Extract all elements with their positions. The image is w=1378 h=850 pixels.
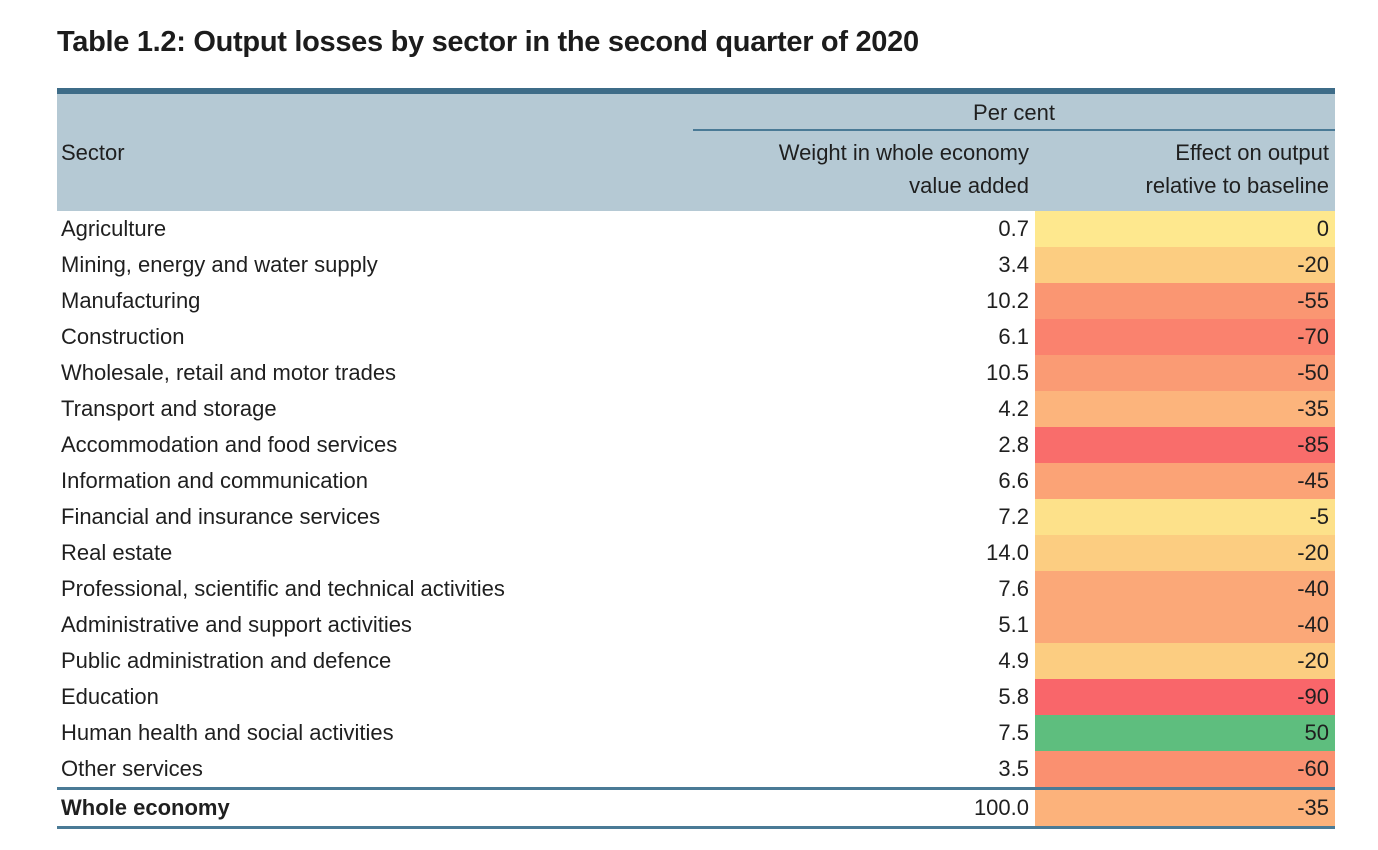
table-row: Public administration and defence 4.9 -20	[57, 643, 1335, 679]
weight-cell: 5.1	[998, 612, 1029, 637]
table-row: Human health and social activities 7.5 50	[57, 715, 1335, 751]
output-losses-table: Per cent Sector Weight in whole economy …	[57, 88, 1335, 829]
effect-cell: 0	[1035, 211, 1335, 247]
table-row: Information and communication 6.6 -45	[57, 463, 1335, 499]
effect-cell: -5	[1035, 499, 1335, 535]
effect-cell: -20	[1035, 643, 1335, 679]
column-header-effect-line2: relative to baseline	[1145, 173, 1329, 198]
effect-cell: -45	[1035, 463, 1335, 499]
sector-cell: Wholesale, retail and motor trades	[61, 360, 397, 385]
weight-cell: 6.1	[998, 324, 1029, 349]
column-header-weight-line2: value added	[909, 173, 1029, 198]
weight-cell: 5.8	[998, 684, 1029, 709]
weight-cell: 3.5	[998, 756, 1029, 781]
table-row: Financial and insurance services 7.2 -5	[57, 499, 1335, 535]
weight-cell: 4.2	[998, 396, 1029, 421]
effect-cell: -90	[1035, 679, 1335, 715]
weight-cell: 4.9	[998, 648, 1029, 673]
sector-cell: Administrative and support activities	[61, 612, 412, 637]
table-body: Agriculture 0.7 0 Mining, energy and water …	[57, 211, 1335, 787]
effect-cell: -40	[1035, 607, 1335, 643]
sector-cell: Accommodation and food services	[61, 432, 398, 457]
sector-cell: Education	[61, 684, 159, 709]
table-row: Manufacturing 10.2 -55	[57, 283, 1335, 319]
table-row: Other services 3.5 -60	[57, 751, 1335, 787]
sector-cell: Human health and social activities	[61, 720, 394, 745]
weight-cell: 6.6	[998, 468, 1029, 493]
effect-cell: -40	[1035, 571, 1335, 607]
column-header-effect: Effect on output relative to baseline	[1035, 136, 1335, 202]
table-row: Mining, energy and water supply 3.4 -20	[57, 247, 1335, 283]
weight-cell: 3.4	[998, 252, 1029, 277]
weight-cell: 10.2	[986, 288, 1029, 313]
table-row: Wholesale, retail and motor trades 10.5 -5…	[57, 355, 1335, 391]
header-columns-row: Sector Weight in whole economy value add…	[57, 131, 1335, 211]
header-group-row: Per cent	[57, 94, 1335, 131]
weight-cell: 2.8	[998, 432, 1029, 457]
column-header-weight: Weight in whole economy value added	[693, 136, 1035, 202]
effect-cell: -70	[1035, 319, 1335, 355]
weight-cell: 14.0	[986, 540, 1029, 565]
sector-cell: Financial and insurance services	[61, 504, 381, 529]
sector-cell: Manufacturing	[61, 288, 201, 313]
table-row: Administrative and support activities 5.1…	[57, 607, 1335, 643]
table-row: Transport and storage 4.2 -35	[57, 391, 1335, 427]
table-header: Per cent Sector Weight in whole economy …	[57, 88, 1335, 211]
sector-cell: Mining, energy and water supply	[61, 252, 378, 277]
weight-cell: 7.2	[998, 504, 1029, 529]
total-effect-cell: -35	[1035, 790, 1335, 826]
table-row: Accommodation and food services 2.8 -85	[57, 427, 1335, 463]
sector-cell: Public administration and defence	[61, 648, 392, 673]
per-cent-group-header: Per cent	[693, 100, 1335, 131]
effect-cell: -35	[1035, 391, 1335, 427]
effect-cell: -20	[1035, 247, 1335, 283]
column-header-effect-line1: Effect on output	[1175, 140, 1329, 165]
sector-cell: Agriculture	[61, 216, 167, 241]
total-sector-cell: Whole economy	[61, 795, 230, 820]
total-row: Whole economy 100.0 -35	[57, 787, 1335, 829]
table-title: Table 1.2: Output losses by sector in th…	[57, 26, 919, 58]
weight-cell: 10.5	[986, 360, 1029, 385]
sector-cell: Construction	[61, 324, 185, 349]
table-row: Real estate 14.0 -20	[57, 535, 1335, 571]
effect-cell: -60	[1035, 751, 1335, 787]
sector-cell: Other services	[61, 756, 203, 781]
sector-cell: Real estate	[61, 540, 173, 565]
effect-cell: -85	[1035, 427, 1335, 463]
table-row: Agriculture 0.7 0	[57, 211, 1335, 247]
sector-cell: Information and communication	[61, 468, 368, 493]
table-row: Education 5.8 -90	[57, 679, 1335, 715]
total-weight-cell: 100.0	[973, 795, 1029, 820]
column-header-sector: Sector	[61, 140, 125, 165]
sector-cell: Professional, scientific and technical a…	[61, 576, 505, 601]
sector-cell: Transport and storage	[61, 396, 277, 421]
table-row: Professional, scientific and technical a…	[57, 571, 1335, 607]
effect-cell: -20	[1035, 535, 1335, 571]
table-row: Construction 6.1 -70	[57, 319, 1335, 355]
weight-cell: 7.6	[998, 576, 1029, 601]
effect-cell: -50	[1035, 355, 1335, 391]
weight-cell: 7.5	[998, 720, 1029, 745]
weight-cell: 0.7	[998, 216, 1029, 241]
column-header-weight-line1: Weight in whole economy	[778, 140, 1029, 165]
effect-cell: -55	[1035, 283, 1335, 319]
effect-cell: 50	[1035, 715, 1335, 751]
